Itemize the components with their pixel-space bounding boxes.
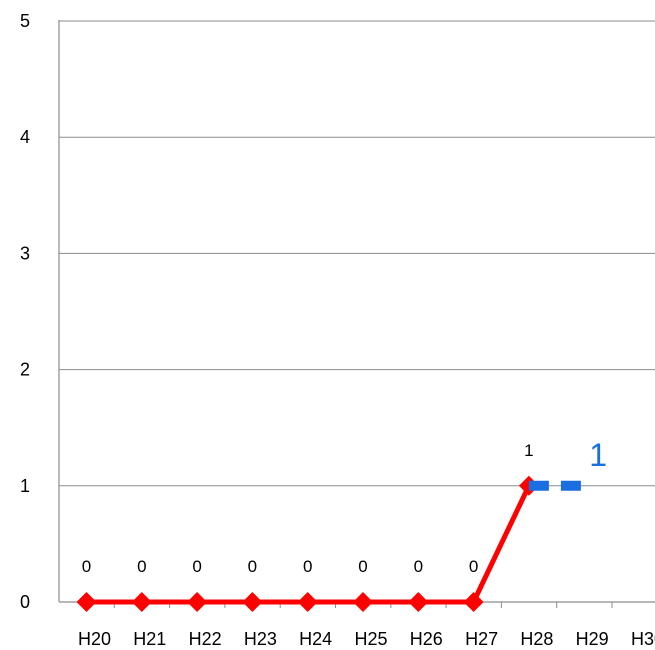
y-tick-label: 2 xyxy=(20,360,30,380)
y-tick-label: 5 xyxy=(20,11,30,31)
x-tick-label: H29 xyxy=(576,629,609,649)
series-1-marker xyxy=(297,592,318,612)
series-1-data-label: 0 xyxy=(248,557,257,576)
series-1-data-label: 0 xyxy=(469,557,478,576)
x-tick-label: H30 xyxy=(631,629,655,649)
x-tick-label: H26 xyxy=(410,629,443,649)
series-1-marker xyxy=(76,592,97,612)
x-tick-label: H28 xyxy=(520,629,553,649)
series-1-data-label: 1 xyxy=(524,441,533,460)
series-1-data-label: 0 xyxy=(303,557,312,576)
series-2-data-label: 1 xyxy=(589,437,607,473)
y-tick-label: 4 xyxy=(20,127,30,147)
y-tick-label: 1 xyxy=(20,476,30,496)
x-tick-label: H24 xyxy=(299,629,332,649)
series-1-marker xyxy=(187,592,208,612)
series-1-data-label: 0 xyxy=(192,557,201,576)
x-tick-label: H22 xyxy=(189,629,222,649)
series-1-line xyxy=(86,484,532,605)
x-tick-label: H23 xyxy=(244,629,277,649)
series-1-data-label: 0 xyxy=(137,557,146,576)
x-tick-label: H21 xyxy=(133,629,166,649)
y-tick-label: 3 xyxy=(20,243,30,263)
x-tick-label: H27 xyxy=(465,629,498,649)
series-1-marker xyxy=(242,592,263,612)
series-1-data-label: 0 xyxy=(358,557,367,576)
series-1-marker xyxy=(353,592,373,612)
x-tick-label: H20 xyxy=(78,629,111,649)
series-1-marker xyxy=(463,592,484,612)
y-tick-label: 0 xyxy=(20,592,30,612)
x-tick-label: H25 xyxy=(354,629,387,649)
series-1-marker xyxy=(408,592,429,612)
series-1-data-label: 0 xyxy=(82,557,91,576)
series-1-data-label: 0 xyxy=(414,557,423,576)
series-1-marker xyxy=(131,592,152,612)
